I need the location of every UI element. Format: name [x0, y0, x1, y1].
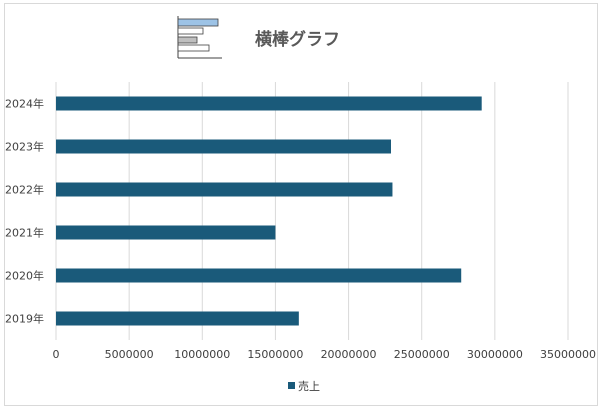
- bar: [56, 311, 299, 326]
- legend-swatch: [288, 382, 295, 389]
- y-tick-label: 2020年: [5, 269, 44, 283]
- x-tick-label: 30000000: [467, 348, 523, 361]
- x-tick-label: 15000000: [247, 348, 303, 361]
- legend-label: 売上: [298, 380, 320, 393]
- x-tick-label: 35000000: [540, 348, 596, 361]
- x-tick-label: 20000000: [321, 348, 377, 361]
- gridlines: [55, 82, 569, 340]
- x-tick-label: 0: [53, 348, 60, 361]
- y-tick-label: 2019年: [5, 312, 44, 326]
- legend: 売上: [288, 380, 320, 393]
- bar: [56, 96, 482, 111]
- y-axis-labels: 2024年 2023年 2022年 2021年 2020年 2019年: [5, 97, 44, 326]
- y-tick-label: 2023年: [5, 140, 44, 154]
- bar-chart-icon: [177, 16, 222, 59]
- x-tick-label: 10000000: [174, 348, 230, 361]
- chart-title: 横棒グラフ: [255, 29, 340, 50]
- y-tick-label: 2021年: [5, 226, 44, 240]
- bar: [56, 139, 391, 154]
- bars: [56, 96, 482, 326]
- bar: [56, 268, 462, 283]
- x-tick-label: 5000000: [105, 348, 154, 361]
- y-tick-label: 2022年: [5, 183, 44, 197]
- chart-frame: [4, 3, 598, 406]
- x-tick-label: 25000000: [394, 348, 450, 361]
- bar: [56, 182, 393, 197]
- bar: [56, 225, 276, 240]
- x-axis-labels: 0 5000000 10000000 15000000 20000000 25000000…: [53, 348, 597, 361]
- y-tick-label: 2024年: [5, 97, 44, 111]
